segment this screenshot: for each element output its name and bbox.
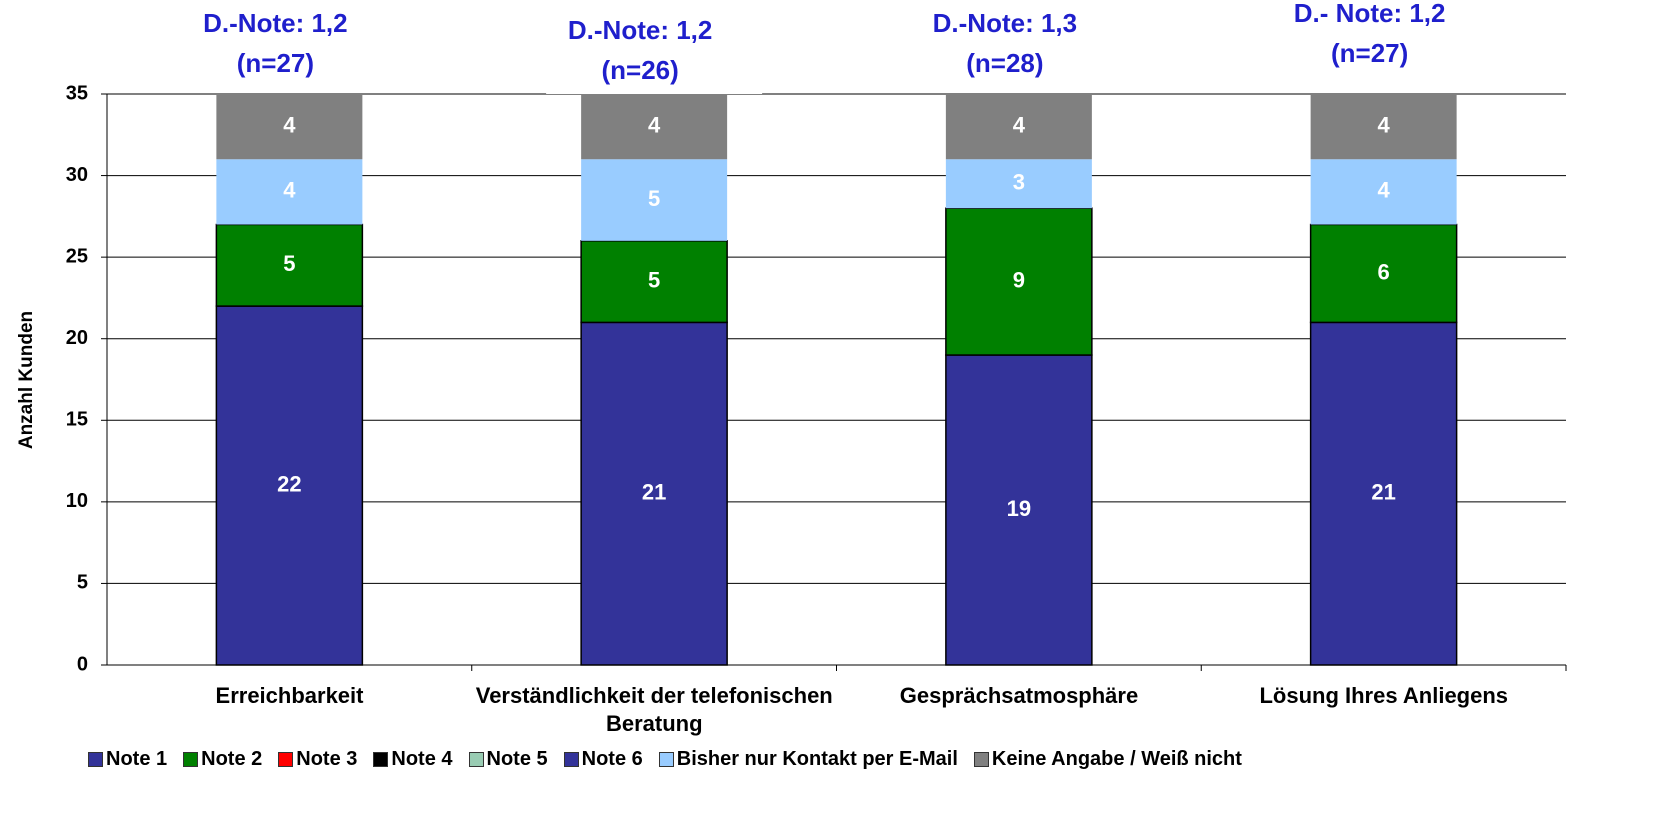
legend-item: Note 3 — [278, 748, 357, 771]
bar-segment — [215, 305, 364, 666]
annotation: D.-Note: 1,2 — [568, 15, 712, 45]
data-label: 21 — [1371, 480, 1395, 505]
legend-item: Note 1 — [88, 748, 167, 771]
annotation: (n=26) — [601, 55, 678, 85]
bar-segment — [1309, 321, 1458, 666]
legend-label: Note 4 — [391, 748, 453, 770]
data-label: 4 — [283, 178, 296, 203]
annotation-bg — [1275, 0, 1492, 77]
annotation: D.-Note: 1,2 — [203, 8, 347, 38]
data-label: 5 — [648, 267, 660, 292]
data-label: 4 — [283, 112, 296, 137]
bar-segment — [580, 321, 728, 666]
data-label: 4 — [1378, 112, 1391, 137]
bar-segment — [1309, 223, 1458, 324]
data-label: 3 — [1013, 170, 1025, 195]
bar-segment — [215, 223, 364, 307]
bar-segment — [581, 159, 728, 241]
data-label: 5 — [648, 186, 660, 211]
data-label: 4 — [1013, 112, 1026, 137]
annotation: (n=28) — [966, 48, 1043, 78]
bar-segment — [945, 159, 1092, 209]
legend-label: Note 6 — [581, 748, 643, 770]
data-label: 4 — [1378, 178, 1391, 203]
y-tick-label: 20 — [66, 327, 88, 349]
annotation: (n=27) — [237, 48, 314, 78]
legend-label: Note 2 — [201, 748, 263, 770]
data-label: 19 — [1007, 496, 1031, 521]
annotation: D.- Note: 1,2 — [1294, 0, 1446, 28]
data-label: 6 — [1378, 259, 1390, 284]
legend-item: Note 6 — [563, 748, 643, 771]
data-label: 21 — [642, 480, 666, 505]
legend-label: Bisher nur Kontakt per E-Mail — [676, 748, 958, 770]
legend-item: Keine Angabe / Weiß nicht — [973, 748, 1242, 771]
y-tick-label: 25 — [66, 245, 88, 267]
bar-segment — [581, 94, 728, 160]
x-tick-label: Gesprächsatmosphäre — [899, 683, 1139, 708]
legend-swatch — [88, 752, 103, 767]
bar-segment — [945, 354, 1093, 666]
bar-segment — [580, 240, 728, 324]
y-axis-label: Anzahl Kunden — [16, 311, 37, 449]
legend-item: Note 2 — [183, 748, 262, 771]
legend-swatch — [183, 752, 199, 767]
x-tick-label: Erreichbarkeit — [215, 683, 364, 708]
legend-item: Note 5 — [468, 748, 548, 771]
annotation-bg — [181, 5, 398, 87]
legend-label: Note 5 — [486, 748, 548, 770]
annotation-bg — [910, 5, 1127, 87]
data-label: 5 — [283, 251, 295, 276]
legend-swatch — [563, 752, 579, 767]
legend-swatch — [278, 752, 294, 767]
y-tick-label: 10 — [66, 490, 88, 512]
y-tick-label: 35 — [66, 82, 88, 104]
bar-segment — [1310, 94, 1457, 160]
data-label: 4 — [648, 112, 661, 137]
legend-swatch — [468, 752, 484, 767]
bar-segment — [945, 94, 1092, 160]
bar-segment — [216, 159, 363, 225]
x-tick-label: Verständlichkeit der telefonischen Berat… — [475, 683, 833, 736]
legend-label: Note 3 — [296, 748, 358, 770]
data-label: 9 — [1013, 267, 1025, 292]
legend-label: Keine Angabe / Weiß nicht — [991, 748, 1242, 770]
annotation: (n=27) — [1331, 38, 1408, 68]
legend-swatch — [373, 752, 389, 767]
legend-item: Note 4 — [373, 748, 453, 771]
bar-segment — [945, 207, 1093, 356]
bar-segment — [216, 94, 363, 160]
x-tick-label: Lösung Ihres Anliegens — [1259, 683, 1509, 708]
annotation: D.-Note: 1,3 — [933, 8, 1077, 38]
y-tick-label: 5 — [77, 572, 88, 594]
y-tick-label: 0 — [77, 653, 88, 675]
legend-item: Bisher nur Kontakt per E-Mail — [658, 748, 958, 771]
data-label: 22 — [277, 471, 301, 496]
legend-label: Note 1 — [106, 748, 168, 770]
legend-swatch — [658, 752, 674, 767]
legend: Note 1 Note 2 Note 3 Note 4 Note 5 Note 6 Bish… — [88, 748, 1242, 771]
bar-segment — [1310, 159, 1457, 225]
legend-swatch — [973, 752, 989, 767]
annotation-bg — [546, 12, 763, 94]
y-tick-label: 30 — [66, 164, 88, 186]
y-tick-label: 15 — [66, 409, 88, 431]
